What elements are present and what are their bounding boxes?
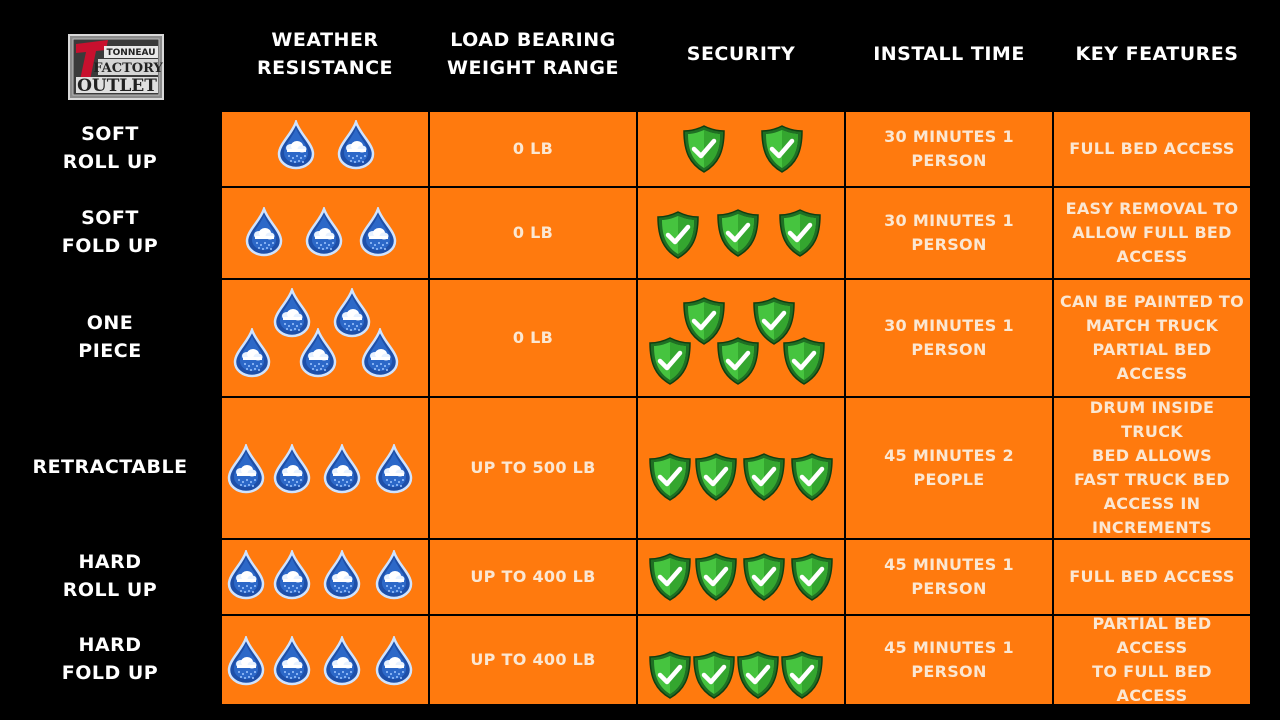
water-drop-icon	[244, 207, 284, 257]
water-drop-icon	[226, 636, 266, 686]
shield-check-icon	[694, 452, 738, 502]
shield-check-icon	[648, 452, 692, 502]
features-cell: FULL BED ACCESS	[1054, 112, 1250, 186]
water-drop-icon	[304, 207, 344, 257]
row-label-soft-roll-up: SOFT ROLL UP	[62, 123, 158, 173]
weather-cell	[222, 188, 428, 278]
water-drop-icon	[272, 550, 312, 600]
features-cell: CAN BE PAINTED TO MATCH TRUCK PARTIAL BE…	[1054, 280, 1250, 396]
water-drop-icon	[272, 636, 312, 686]
features-cell: EASY REMOVAL TO ALLOW FULL BED ACCESS	[1054, 188, 1250, 278]
shield-check-icon	[716, 336, 760, 386]
shield-check-icon	[780, 650, 824, 700]
svg-text:OUTLET: OUTLET	[77, 76, 157, 96]
weather-cell	[222, 398, 428, 538]
tonneau-factory-outlet-logo: TONNEAU FACTORY OUTLET	[68, 34, 164, 100]
features-cell: PARTIAL BED ACCESS TO FULL BED ACCESS	[1054, 614, 1250, 705]
shield-check-icon	[760, 124, 804, 174]
header-security: SECURITY	[686, 43, 796, 66]
shield-check-icon	[790, 452, 834, 502]
water-drop-icon	[322, 550, 362, 600]
features-cell: FULL BED ACCESS	[1054, 540, 1250, 614]
weather-cell	[222, 280, 428, 396]
shield-check-icon	[682, 124, 726, 174]
load-cell: UP TO 400 LB	[430, 616, 636, 704]
install-cell: 30 MINUTES 1 PERSON	[846, 280, 1052, 396]
shield-check-icon	[742, 552, 786, 602]
svg-text:TONNEAU: TONNEAU	[107, 48, 156, 58]
water-drop-icon	[332, 288, 372, 338]
water-drop-icon	[374, 550, 414, 600]
shield-check-icon	[742, 452, 786, 502]
water-drop-icon	[226, 444, 266, 494]
shield-check-icon	[648, 336, 692, 386]
water-drop-icon	[298, 328, 338, 378]
water-drop-icon	[232, 328, 272, 378]
shield-check-icon	[736, 650, 780, 700]
row-label-retractable: RETRACTABLE	[32, 456, 188, 479]
water-drop-icon	[358, 207, 398, 257]
shield-check-icon	[648, 650, 692, 700]
shield-check-icon	[648, 552, 692, 602]
install-cell: 30 MINUTES 1 PERSON	[846, 112, 1052, 186]
load-cell: UP TO 500 LB	[430, 398, 636, 538]
security-cell	[638, 398, 844, 538]
shield-check-icon	[656, 210, 700, 260]
shield-check-icon	[778, 208, 822, 258]
install-cell: 45 MINUTES 2 PEOPLE	[846, 398, 1052, 538]
load-cell: 0 LB	[430, 112, 636, 186]
shield-check-icon	[790, 552, 834, 602]
water-drop-icon	[374, 636, 414, 686]
row-label-soft-fold-up: SOFT FOLD UP	[61, 207, 159, 257]
shield-check-icon	[694, 552, 738, 602]
security-cell	[638, 616, 844, 704]
install-cell: 45 MINUTES 1 PERSON	[846, 616, 1052, 704]
water-drop-icon	[272, 444, 312, 494]
water-drop-icon	[272, 288, 312, 338]
shield-check-icon	[782, 336, 826, 386]
load-cell: 0 LB	[430, 188, 636, 278]
shield-check-icon	[716, 208, 760, 258]
weather-cell	[222, 540, 428, 614]
weather-cell	[222, 616, 428, 704]
security-cell	[638, 280, 844, 396]
row-label-one-piece: ONE PIECE	[78, 312, 142, 362]
install-cell: 30 MINUTES 1 PERSON	[846, 188, 1052, 278]
water-drop-icon	[322, 444, 362, 494]
load-cell: 0 LB	[430, 280, 636, 396]
water-drop-icon	[226, 550, 266, 600]
water-drop-icon	[336, 120, 376, 170]
row-label-hard-roll-up: HARD ROLL UP	[62, 551, 158, 601]
header-key-features: KEY FEATURES	[1075, 43, 1239, 66]
header-weather-resistance: WEATHER RESISTANCE	[256, 29, 394, 79]
shield-check-icon	[682, 296, 726, 346]
water-drop-icon	[360, 328, 400, 378]
install-cell: 45 MINUTES 1 PERSON	[846, 540, 1052, 614]
header-install-time: INSTALL TIME	[873, 43, 1025, 66]
security-cell	[638, 188, 844, 278]
features-cell: DRUM INSIDE TRUCK BED ALLOWS FAST TRUCK …	[1054, 398, 1250, 538]
security-cell	[638, 112, 844, 186]
shield-check-icon	[692, 650, 736, 700]
load-cell: UP TO 400 LB	[430, 540, 636, 614]
shield-check-icon	[752, 296, 796, 346]
weather-cell	[222, 112, 428, 186]
security-cell	[638, 540, 844, 614]
header-load-bearing: LOAD BEARING WEIGHT RANGE	[447, 29, 619, 79]
water-drop-icon	[276, 120, 316, 170]
row-label-hard-fold-up: HARD FOLD UP	[61, 634, 159, 684]
svg-text:FACTORY: FACTORY	[93, 61, 163, 76]
water-drop-icon	[322, 636, 362, 686]
water-drop-icon	[374, 444, 414, 494]
